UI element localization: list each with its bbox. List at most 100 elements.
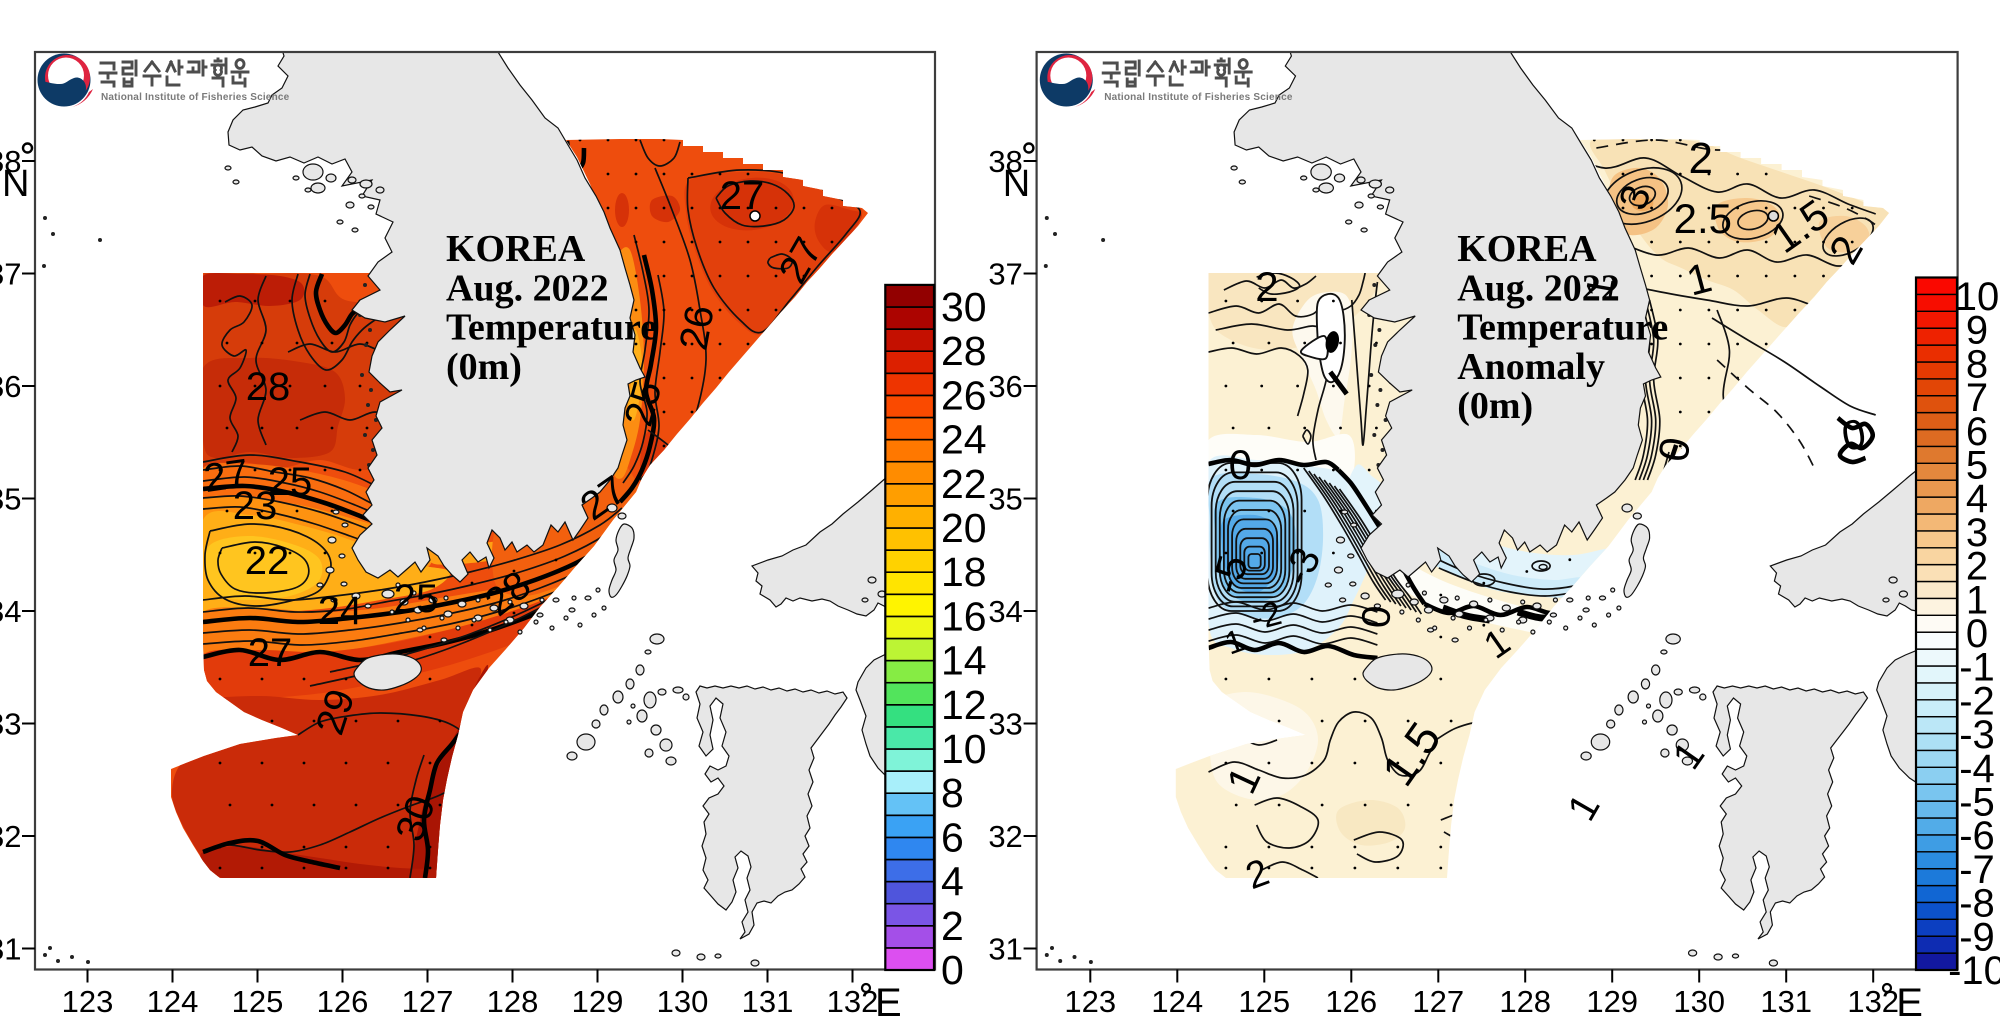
svg-text:Temperature: Temperature — [446, 307, 657, 349]
svg-text:130: 130 — [657, 984, 709, 1019]
svg-text:KOREA: KOREA — [1457, 228, 1597, 270]
svg-text:22: 22 — [941, 461, 987, 507]
svg-text:National Institute of Fisherie: National Institute of Fisheries Science — [101, 92, 290, 103]
svg-text:20: 20 — [941, 505, 987, 551]
svg-text:0: 0 — [1229, 441, 1252, 488]
svg-text:2.5: 2.5 — [1674, 195, 1732, 242]
svg-text:36: 36 — [988, 369, 1022, 404]
svg-text:38: 38 — [0, 144, 22, 179]
svg-text:123: 123 — [62, 984, 114, 1019]
svg-text:34: 34 — [988, 594, 1022, 629]
svg-text:25: 25 — [268, 460, 313, 504]
svg-text:131: 131 — [1760, 984, 1812, 1019]
svg-text:123: 123 — [1064, 984, 1116, 1019]
svg-text:127: 127 — [1412, 984, 1464, 1019]
svg-text:5: 5 — [1966, 444, 1988, 488]
svg-text:1: 1 — [1966, 578, 1988, 622]
svg-text:32: 32 — [0, 819, 22, 854]
svg-text:Anomaly: Anomaly — [1457, 346, 1605, 388]
svg-text:10: 10 — [1955, 275, 2000, 319]
svg-text:7: 7 — [1966, 376, 1988, 420]
svg-text:E: E — [1896, 981, 1923, 1024]
svg-text:9: 9 — [1966, 309, 1988, 353]
svg-text:28: 28 — [246, 365, 291, 409]
svg-text:-2: -2 — [1959, 679, 1995, 723]
svg-text:129: 129 — [1586, 984, 1638, 1019]
svg-text:(0m): (0m) — [446, 346, 522, 388]
svg-text:33: 33 — [988, 707, 1022, 742]
svg-text:-1: -1 — [1959, 646, 1995, 690]
svg-text:-4: -4 — [1959, 747, 1995, 791]
svg-text:33: 33 — [0, 707, 22, 742]
svg-text:27: 27 — [248, 631, 293, 675]
svg-text:12: 12 — [941, 682, 987, 728]
svg-text:131: 131 — [742, 984, 794, 1019]
svg-text:30: 30 — [941, 284, 987, 330]
svg-text:37: 37 — [0, 257, 22, 292]
svg-text:124: 124 — [1151, 984, 1203, 1019]
svg-text:23: 23 — [233, 484, 278, 528]
svg-text:6: 6 — [1966, 410, 1988, 454]
svg-text:36: 36 — [0, 369, 22, 404]
svg-text:27: 27 — [720, 174, 765, 218]
svg-text:28: 28 — [941, 328, 987, 374]
svg-text:126: 126 — [317, 984, 369, 1019]
svg-text:24: 24 — [941, 417, 987, 463]
svg-text:32: 32 — [988, 819, 1022, 854]
svg-text:4: 4 — [941, 859, 964, 905]
svg-text:129: 129 — [572, 984, 624, 1019]
svg-text:(0m): (0m) — [1457, 385, 1533, 427]
svg-text:128: 128 — [487, 984, 539, 1019]
svg-text:N: N — [2, 163, 29, 205]
svg-text:125: 125 — [232, 984, 284, 1019]
svg-text:2: 2 — [1255, 263, 1278, 310]
svg-text:-9: -9 — [1959, 915, 1995, 959]
svg-text:Temperature: Temperature — [1457, 307, 1668, 349]
svg-text:KOREA: KOREA — [446, 228, 586, 270]
svg-text:4: 4 — [1966, 477, 1988, 521]
svg-text:2: 2 — [1966, 545, 1988, 589]
svg-text:0: 0 — [941, 947, 964, 993]
svg-text:128: 128 — [1499, 984, 1551, 1019]
svg-text:8: 8 — [1966, 342, 1988, 386]
svg-text:0: 0 — [1966, 612, 1988, 656]
svg-text:34: 34 — [0, 594, 22, 629]
svg-text:-7: -7 — [1959, 848, 1995, 892]
svg-text:6: 6 — [941, 814, 964, 860]
svg-text:22: 22 — [245, 539, 290, 583]
svg-text:37: 37 — [988, 257, 1022, 292]
svg-text:130: 130 — [1673, 984, 1725, 1019]
svg-text:0: 0 — [1354, 604, 1400, 630]
svg-text:18: 18 — [941, 549, 987, 595]
svg-text:26: 26 — [672, 302, 723, 353]
svg-text:126: 126 — [1325, 984, 1377, 1019]
svg-text:-8: -8 — [1959, 882, 1995, 926]
svg-text:N: N — [1003, 163, 1030, 205]
svg-text:31: 31 — [0, 932, 22, 967]
svg-text:38: 38 — [988, 144, 1022, 179]
svg-text:8: 8 — [941, 770, 964, 816]
svg-text:35: 35 — [988, 482, 1022, 517]
svg-text:-5: -5 — [1959, 781, 1995, 825]
svg-text:14: 14 — [941, 638, 987, 684]
svg-text:3: 3 — [1966, 511, 1988, 555]
svg-text:25: 25 — [394, 577, 439, 621]
svg-text:-10: -10 — [1948, 949, 2000, 993]
svg-text:-3: -3 — [1959, 713, 1995, 757]
svg-text:2: 2 — [941, 903, 964, 949]
svg-text:E: E — [875, 981, 902, 1024]
svg-text:10: 10 — [941, 726, 987, 772]
svg-text:-6: -6 — [1959, 814, 1995, 858]
svg-text:27: 27 — [201, 451, 251, 501]
svg-text:31: 31 — [988, 932, 1022, 967]
svg-text:Aug. 2022: Aug. 2022 — [446, 267, 609, 309]
svg-text:Aug. 2022: Aug. 2022 — [1457, 267, 1620, 309]
svg-text:National Institute of Fisherie: National Institute of Fisheries Science — [1104, 92, 1293, 103]
svg-text:26: 26 — [941, 372, 987, 418]
svg-text:127: 127 — [402, 984, 454, 1019]
svg-text:124: 124 — [147, 984, 199, 1019]
svg-text:2: 2 — [1688, 134, 1712, 183]
svg-text:16: 16 — [941, 593, 987, 639]
svg-text:35: 35 — [0, 482, 22, 517]
svg-text:125: 125 — [1238, 984, 1290, 1019]
